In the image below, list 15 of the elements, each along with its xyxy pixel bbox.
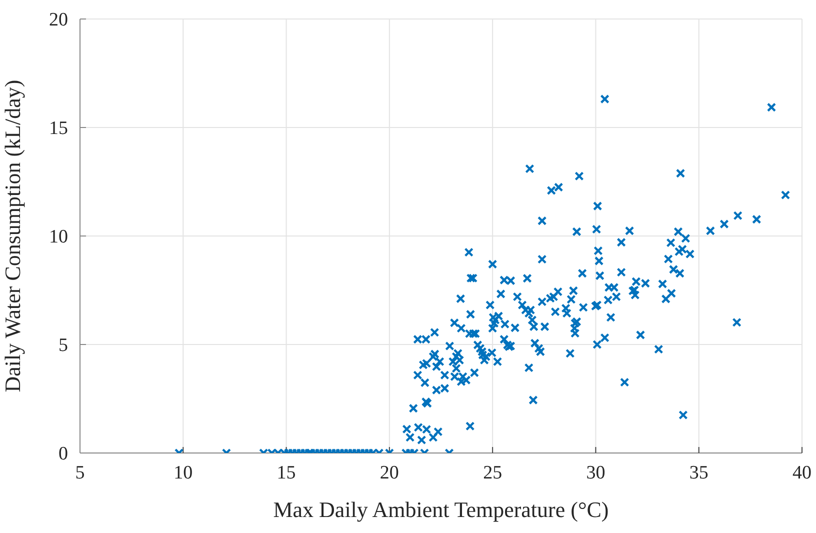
y-axis-title: Daily Water Consumption (kL/day) bbox=[0, 80, 25, 392]
y-tick-label: 5 bbox=[58, 335, 68, 356]
y-tick-label: 15 bbox=[49, 118, 68, 140]
x-axis-title: Max Daily Ambient Temperature (°C) bbox=[273, 497, 609, 522]
x-tick-label: 25 bbox=[483, 462, 502, 484]
x-tick-label: 5 bbox=[75, 462, 85, 484]
x-tick-label: 35 bbox=[689, 462, 708, 484]
x-tick-label: 30 bbox=[586, 462, 606, 484]
y-tick-label: 0 bbox=[58, 444, 68, 465]
y-tick-label: 20 bbox=[49, 10, 68, 31]
x-tick-label: 40 bbox=[792, 462, 812, 484]
y-tick-label: 10 bbox=[49, 226, 68, 248]
x-tick-label: 20 bbox=[380, 462, 399, 484]
x-tick-label: 15 bbox=[276, 462, 296, 484]
x-tick-label: 10 bbox=[174, 462, 193, 484]
